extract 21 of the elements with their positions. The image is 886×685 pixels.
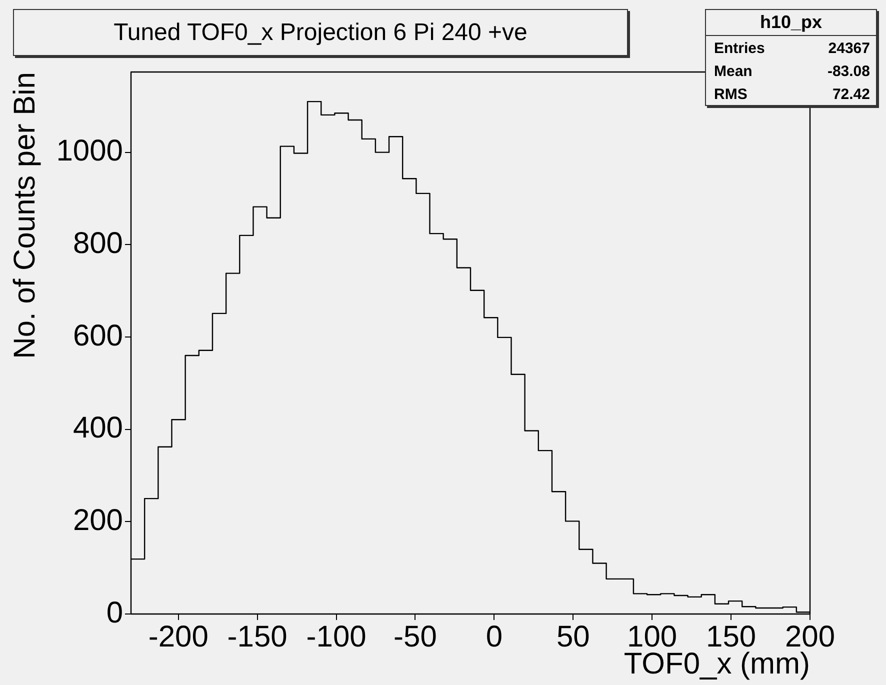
annotation: Mean bbox=[714, 63, 752, 80]
chart-title: Tuned TOF0_x Projection 6 Pi 240 +ve bbox=[13, 9, 628, 56]
y-tick-label: 200 bbox=[72, 504, 123, 537]
text: Entries bbox=[714, 40, 765, 57]
x-tick-label: -150 bbox=[227, 620, 288, 654]
x-tick-label: 50 bbox=[556, 620, 590, 654]
x-tick-label: -50 bbox=[394, 620, 437, 654]
y-tick-label: 1000 bbox=[56, 134, 123, 168]
text: h10_px bbox=[706, 10, 876, 36]
x-tick-label: -200 bbox=[148, 620, 208, 654]
annotation: RMS bbox=[714, 86, 748, 103]
text: 24367 bbox=[828, 40, 870, 57]
y-tick-label: 400 bbox=[72, 412, 123, 445]
text: -83.08 bbox=[827, 63, 870, 80]
y-tick-label: 800 bbox=[72, 226, 123, 260]
y-axis-title: No. of Counts per Bin bbox=[8, 72, 42, 359]
y-tick-label: 0 bbox=[106, 596, 123, 630]
x-tick-label: -100 bbox=[306, 620, 366, 654]
y-tick-label: 600 bbox=[72, 319, 123, 352]
text: 72.42 bbox=[832, 86, 870, 103]
x-tick-label: 0 bbox=[486, 620, 503, 654]
